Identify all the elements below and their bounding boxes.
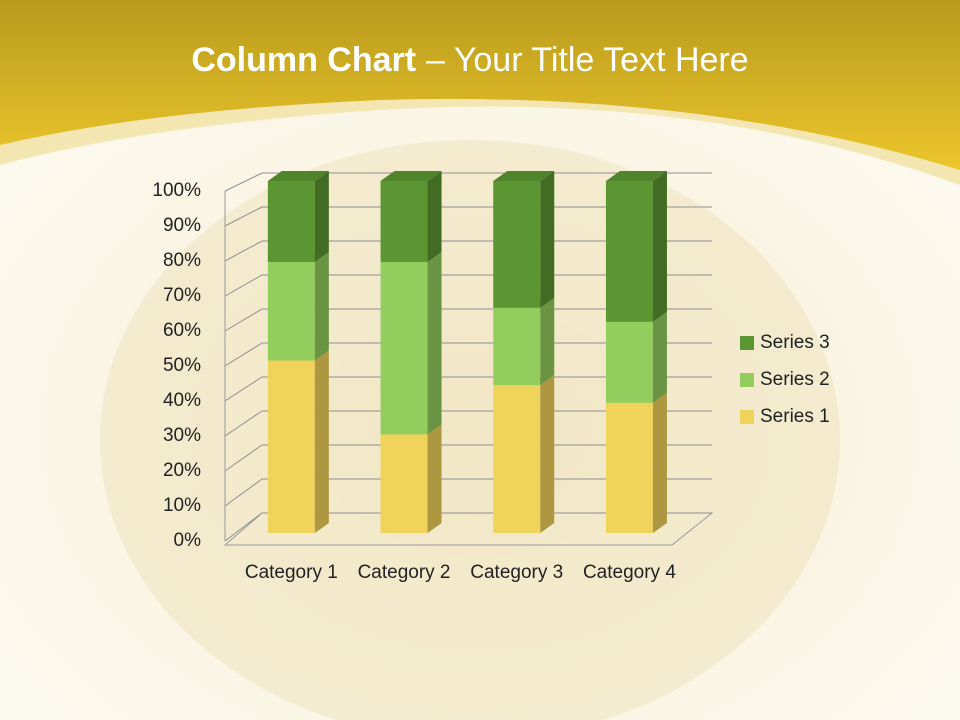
grid-line	[224, 444, 712, 472]
y-tick-label: 90%	[163, 215, 201, 236]
y-tick-label: 20%	[163, 460, 201, 481]
grid-line	[224, 240, 712, 262]
bar-side	[540, 171, 555, 308]
bar-front	[380, 181, 428, 262]
header-band	[0, 0, 960, 170]
bar-segment	[605, 171, 667, 322]
bar-front	[267, 261, 315, 361]
chart-title: Column Chart – Your Title Text Here	[191, 41, 748, 79]
legend-swatch	[740, 373, 754, 387]
bar-segment	[267, 171, 329, 262]
bar-side	[540, 375, 555, 533]
bar-top	[493, 171, 555, 181]
bar-segment	[267, 251, 329, 361]
bar-side	[652, 171, 667, 322]
y-tick-label: 100%	[152, 180, 201, 201]
bar-top	[380, 171, 442, 181]
bar-segment	[380, 424, 442, 533]
y-tick-label: 40%	[163, 390, 201, 411]
background-image	[100, 140, 840, 720]
y-tick-label: 30%	[163, 425, 201, 446]
x-tick-label: Category 3	[470, 562, 564, 583]
title-text: – Your Title Text Here	[426, 41, 749, 79]
title-bold: Column Chart	[191, 41, 416, 79]
bar-side	[427, 251, 442, 435]
grid-line	[224, 172, 712, 192]
bar-front	[380, 434, 428, 533]
legend-label: Series 3	[760, 332, 830, 353]
grid-line	[224, 274, 712, 297]
bar-side	[314, 350, 329, 533]
legend-swatch	[740, 410, 754, 424]
y-tick-label: 50%	[163, 355, 201, 376]
bar-front	[493, 181, 541, 308]
grid-line	[224, 342, 712, 367]
x-tick-label: Category 1	[244, 562, 338, 583]
legend-label: Series 2	[760, 369, 830, 390]
grid-line	[224, 512, 712, 542]
y-tick-label: 70%	[163, 285, 201, 306]
bar-side	[427, 171, 442, 262]
grid-line	[224, 376, 712, 402]
y-tick-label: 10%	[163, 495, 201, 516]
bar-side	[652, 311, 667, 403]
x-tick-label: Category 2	[357, 562, 451, 583]
bar-front	[493, 307, 541, 386]
y-tick-label: 80%	[163, 250, 201, 271]
bar-front	[605, 402, 653, 533]
bar-front	[267, 181, 315, 262]
grid-line	[224, 308, 712, 332]
bar-front	[493, 385, 541, 533]
bar-segment	[605, 392, 667, 533]
bar-segment	[493, 297, 555, 386]
bar-segment	[380, 251, 442, 435]
bar-side	[652, 392, 667, 533]
bar-segment	[267, 350, 329, 533]
bar-front	[267, 360, 315, 533]
grid-line	[224, 478, 712, 507]
bar-front	[380, 261, 428, 435]
bar-front	[605, 181, 653, 322]
legend-swatch	[740, 336, 754, 350]
bar-top	[267, 171, 329, 181]
bar-top	[605, 171, 667, 181]
bar-segment	[493, 171, 555, 308]
grid-line	[224, 206, 712, 227]
x-tick-label: Category 4	[582, 562, 676, 583]
y-tick-label: 0%	[174, 530, 202, 551]
grid-line	[224, 410, 712, 437]
bar-side	[540, 297, 555, 386]
bar-side	[314, 251, 329, 361]
legend-label: Series 1	[760, 406, 830, 427]
bar-front	[605, 321, 653, 403]
bar-segment	[493, 375, 555, 533]
bar-side	[427, 424, 442, 533]
bar-segment	[380, 171, 442, 262]
bar-side	[314, 171, 329, 262]
y-tick-label: 60%	[163, 320, 201, 341]
bar-segment	[605, 311, 667, 403]
